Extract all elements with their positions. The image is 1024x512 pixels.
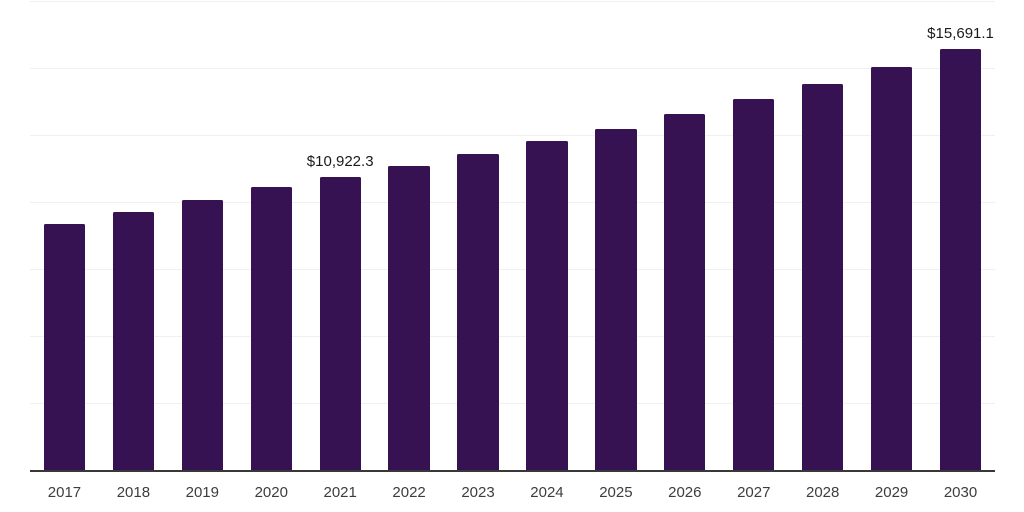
x-tick-label: 2025 (599, 484, 633, 501)
x-tick-label: 2030 (943, 484, 978, 501)
x-tick-label: 2024 (530, 484, 564, 501)
x-tick-label: 2029 (874, 484, 909, 501)
gridline (30, 135, 995, 136)
gridline (30, 403, 995, 404)
bar-2023 (457, 154, 499, 470)
bar-2026 (664, 114, 706, 470)
bar-value-label: $15,691.1 (927, 25, 994, 43)
x-tick-label: 2026 (668, 484, 702, 501)
bar-2028 (802, 84, 844, 470)
x-tick-label: 2018 (116, 484, 151, 501)
bar-2024 (526, 141, 568, 470)
gridline (30, 202, 995, 203)
bar-2018 (112, 212, 155, 470)
x-tick-label: 2023 (461, 484, 495, 501)
bar-2025 (595, 128, 637, 470)
gridline (30, 269, 995, 270)
bar-2021 (319, 177, 361, 470)
x-tick-label: 2019 (185, 484, 219, 501)
x-axis-line (30, 470, 995, 472)
x-tick-label: 2027 (737, 484, 771, 501)
bar-2027 (733, 98, 775, 470)
x-tick-label: 2021 (323, 484, 357, 501)
x-tick-label: 2022 (392, 484, 426, 501)
bar-2030 (939, 49, 982, 470)
bar-2020 (250, 186, 292, 470)
gridline (30, 1, 995, 2)
bar-value-label: $10,922.3 (306, 153, 374, 171)
bar-2022 (388, 165, 430, 470)
gridline (30, 336, 995, 337)
gridline (30, 68, 995, 69)
x-tick-label: 2028 (805, 484, 840, 501)
bar-2017 (43, 223, 86, 470)
x-tick-label: 2017 (47, 484, 82, 501)
x-tick-label: 2020 (254, 484, 288, 501)
bar-2019 (181, 199, 223, 470)
bar-2029 (870, 66, 913, 470)
